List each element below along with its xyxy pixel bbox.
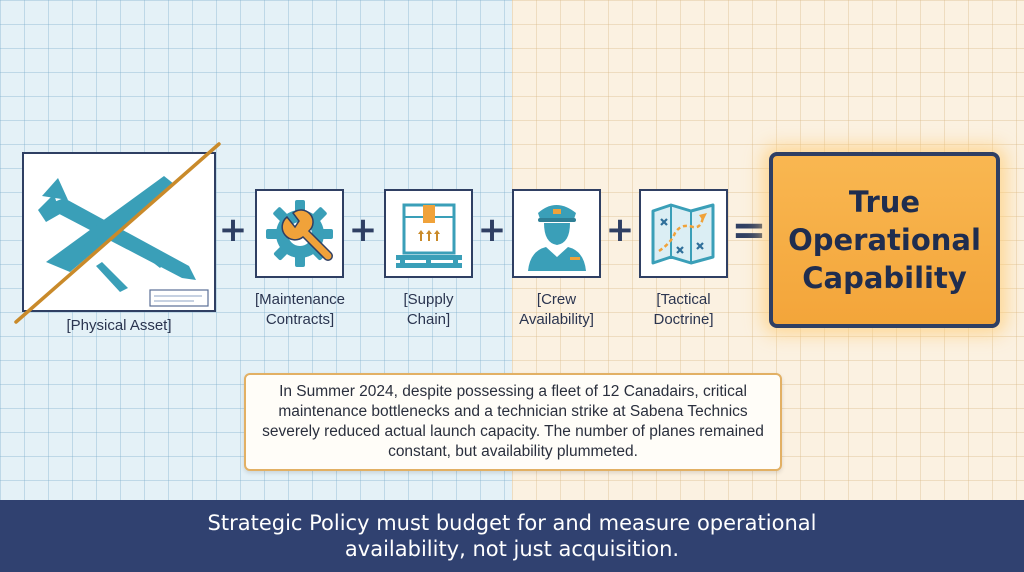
plus-operator-2: + [348,210,378,250]
plus-operator-4: + [605,210,635,250]
crew-availability-label: [Crew Availability] [506,290,607,330]
crossed-out-airplane-icon [38,176,209,307]
pilot-icon [528,205,586,271]
maintenance-contracts-label: [Maintenance Contracts] [238,290,362,330]
case-study-note: In Summer 2024, despite possessing a fle… [244,373,782,471]
tactical-doctrine-text: [Tactical Doctrine] [653,291,714,328]
cargo-box-icon [396,203,462,268]
maintenance-contracts-card [255,189,344,278]
supply-chain-label: [Supply Chain] [388,290,469,330]
case-study-text: In Summer 2024, despite possessing a fle… [262,383,764,460]
policy-banner: Strategic Policy must budget for and mea… [0,500,1024,572]
plus-operator-3: + [477,210,507,250]
maintenance-contracts-text: [Maintenance Contracts] [254,291,346,328]
plus-operator-1: + [218,210,248,250]
gear-wrench-icon [266,200,333,267]
physical-asset-label: [Physical Asset] [66,317,172,334]
map-icon [651,203,715,265]
policy-banner-text: Strategic Policy must budget for and mea… [207,511,817,561]
result-title: True Operational Capability [788,185,981,295]
strike-through-line [14,142,221,324]
crew-availability-text: [Crew Availability] [519,291,594,328]
crew-availability-card [512,189,601,278]
supply-chain-text: [Supply Chain] [403,291,454,328]
equals-operator: = [731,205,767,254]
supply-chain-card [384,189,473,278]
tactical-doctrine-card [639,189,728,278]
tactical-doctrine-label: [Tactical Doctrine] [638,290,729,330]
true-operational-capability-box: True Operational Capability [769,152,1000,328]
